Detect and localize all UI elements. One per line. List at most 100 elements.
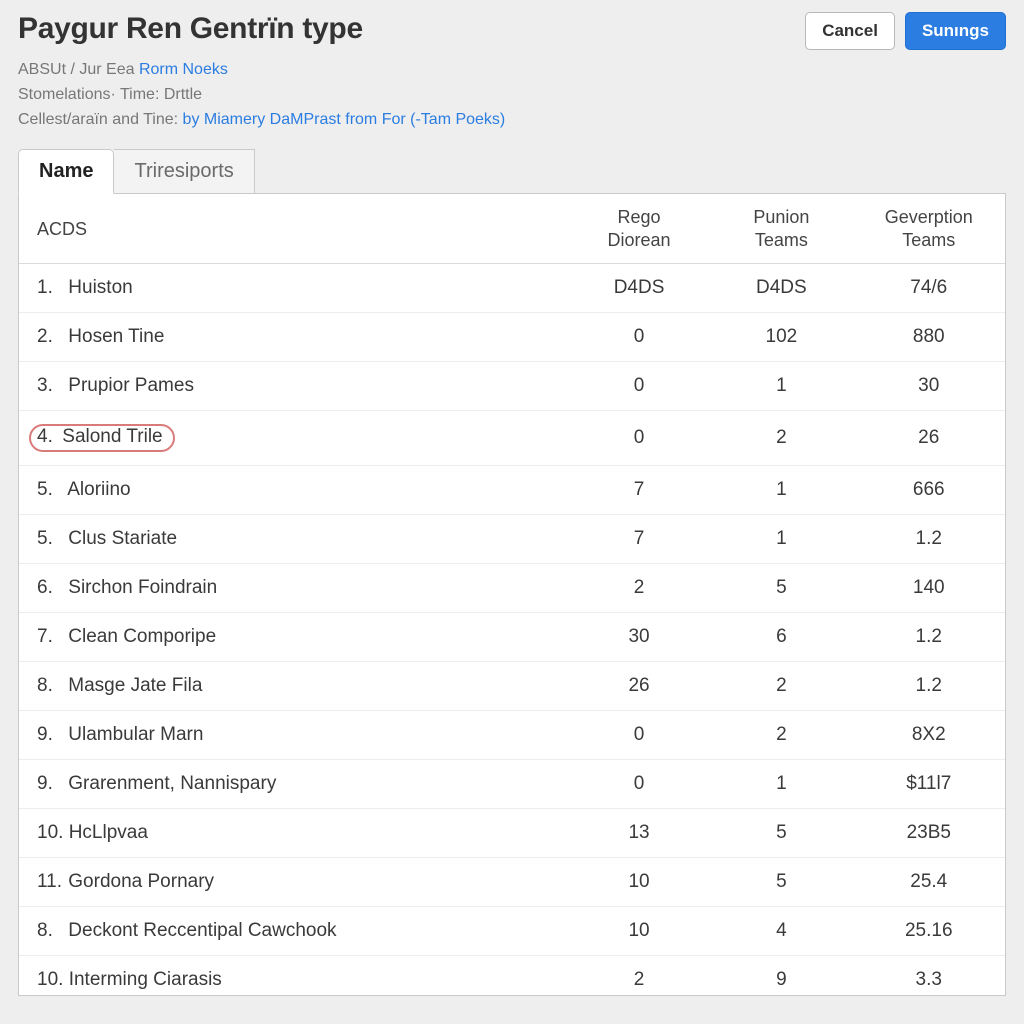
table-row[interactable]: 8. Deckont Reccentipal Cawchook10425.16: [19, 907, 1005, 956]
row-name-text: Deckont Reccentipal Cawchook: [63, 920, 337, 941]
cell-name: 8. Deckont Reccentipal Cawchook: [19, 907, 568, 956]
col-header-rego[interactable]: Rego Diorean: [568, 194, 710, 264]
cell-rego: 30: [568, 613, 710, 662]
cell-gev: 1.2: [853, 515, 1006, 564]
page-title: Paygur Ren Gentrïn type: [18, 12, 363, 46]
row-number: 10.: [37, 969, 63, 991]
tab-name[interactable]: Name: [18, 149, 114, 194]
cell-gev: 30: [853, 362, 1006, 411]
row-name-text: Aloriino: [63, 479, 131, 500]
cell-name: 5. Aloriino: [19, 466, 568, 515]
cell-gev: 23B5: [853, 809, 1006, 858]
table-row[interactable]: 8. Masge Jate Fila2621.2: [19, 662, 1005, 711]
table-row[interactable]: 11. Gordona Pornary10525.4: [19, 858, 1005, 907]
row-name-text: Salond Trile: [57, 426, 163, 447]
cell-gev: 3.3: [853, 956, 1006, 997]
meta-line-1-link[interactable]: Rorm Noeks: [139, 61, 228, 78]
cell-rego: 0: [568, 711, 710, 760]
cell-gev: 880: [853, 313, 1006, 362]
cell-name: 5. Clus Stariate: [19, 515, 568, 564]
col-header-rego-l1: Rego: [618, 207, 661, 227]
cell-name: 10. HcLlpvaa: [19, 809, 568, 858]
table-row[interactable]: 2. Hosen Tine0102880: [19, 313, 1005, 362]
cell-rego: 7: [568, 466, 710, 515]
cell-pun: 5: [710, 564, 852, 613]
col-header-gev-l2: Teams: [902, 230, 955, 250]
cell-rego: 10: [568, 858, 710, 907]
cell-pun: 5: [710, 858, 852, 907]
meta-block: ABSUt / Jur Eea Rorm Noeks Stomelations·…: [18, 58, 1006, 132]
cell-pun: 9: [710, 956, 852, 997]
row-number: 7.: [37, 626, 63, 648]
cell-gev: 666: [853, 466, 1006, 515]
row-name-text: Prupior Pames: [63, 375, 194, 396]
cell-rego: 0: [568, 411, 710, 466]
table-row[interactable]: 5. Clus Stariate711.2: [19, 515, 1005, 564]
meta-line-3-link[interactable]: by Miamery DaMPrast from For (-Tam Poeks…: [183, 111, 506, 128]
cell-name: 4. Salond Trile: [19, 411, 568, 466]
table-row[interactable]: 7. Clean Comporipe3061.2: [19, 613, 1005, 662]
cell-name: 2. Hosen Tine: [19, 313, 568, 362]
table-row[interactable]: 10. HcLlpvaa13523B5: [19, 809, 1005, 858]
tabs: Name Triresiports: [18, 148, 1006, 193]
cell-name: 6. Sirchon Foindrain: [19, 564, 568, 613]
cell-name: 3. Prupior Pames: [19, 362, 568, 411]
col-header-rego-l2: Diorean: [608, 230, 671, 250]
cell-rego: D4DS: [568, 264, 710, 313]
row-number: 8.: [37, 675, 63, 697]
row-name-text: Sirchon Foindrain: [63, 577, 217, 598]
cell-pun: 5: [710, 809, 852, 858]
row-name-text: Masge Jate Fila: [63, 675, 202, 696]
cell-gev: 74/6: [853, 264, 1006, 313]
cell-name: 8. Masge Jate Fila: [19, 662, 568, 711]
cell-pun: 4: [710, 907, 852, 956]
primary-button[interactable]: Sunıngs: [905, 12, 1006, 50]
cell-name: 9. Grarenment, Nannispary: [19, 760, 568, 809]
cancel-button[interactable]: Cancel: [805, 12, 895, 50]
row-name-text: Huiston: [63, 277, 133, 298]
cell-gev: 1.2: [853, 613, 1006, 662]
tab-triresiports[interactable]: Triresiports: [114, 149, 254, 194]
cell-rego: 7: [568, 515, 710, 564]
col-header-geverption[interactable]: Geverption Teams: [853, 194, 1006, 264]
cell-rego: 0: [568, 760, 710, 809]
cell-rego: 2: [568, 564, 710, 613]
col-header-acds[interactable]: ACDS: [19, 194, 568, 264]
row-name-text: Interming Ciarasis: [63, 969, 221, 990]
table-row[interactable]: 5. Aloriino71666: [19, 466, 1005, 515]
row-name-text: Hosen Tine: [63, 326, 164, 347]
row-number: 11.: [37, 871, 63, 893]
cell-name: 7. Clean Comporipe: [19, 613, 568, 662]
cell-rego: 0: [568, 362, 710, 411]
table-row[interactable]: 9. Grarenment, Nannispary01$11l7: [19, 760, 1005, 809]
row-name-text: Clus Stariate: [63, 528, 177, 549]
table-row[interactable]: 4. Salond Trile0226: [19, 411, 1005, 466]
row-number: 4.: [37, 426, 57, 448]
table-row[interactable]: 1. HuistonD4DSD4DS74/6: [19, 264, 1005, 313]
cell-pun: 2: [710, 711, 852, 760]
table-row[interactable]: 9. Ulambular Marn028X2: [19, 711, 1005, 760]
cell-name: 1. Huiston: [19, 264, 568, 313]
cell-pun: 1: [710, 515, 852, 564]
cell-name: 9. Ulambular Marn: [19, 711, 568, 760]
cell-pun: 1: [710, 760, 852, 809]
cell-pun: 6: [710, 613, 852, 662]
cell-gev: 26: [853, 411, 1006, 466]
cell-rego: 13: [568, 809, 710, 858]
table-row[interactable]: 3. Prupior Pames0130: [19, 362, 1005, 411]
cell-gev: 1.2: [853, 662, 1006, 711]
row-highlight-ring: 4. Salond Trile: [29, 424, 175, 452]
table-row[interactable]: 6. Sirchon Foindrain25140: [19, 564, 1005, 613]
row-name-text: Ulambular Marn: [63, 724, 203, 745]
row-number: 10.: [37, 822, 63, 844]
col-header-punion-l2: Teams: [755, 230, 808, 250]
cell-pun: 1: [710, 466, 852, 515]
cell-rego: 2: [568, 956, 710, 997]
cell-pun: 2: [710, 662, 852, 711]
row-number: 6.: [37, 577, 63, 599]
table-scroll-area[interactable]: ACDS Rego Diorean Punion Teams Geverptio…: [18, 193, 1006, 996]
cell-name: 11. Gordona Pornary: [19, 858, 568, 907]
table-row[interactable]: 10. Interming Ciarasis 293.3: [19, 956, 1005, 997]
row-number: 3.: [37, 375, 63, 397]
col-header-punion[interactable]: Punion Teams: [710, 194, 852, 264]
